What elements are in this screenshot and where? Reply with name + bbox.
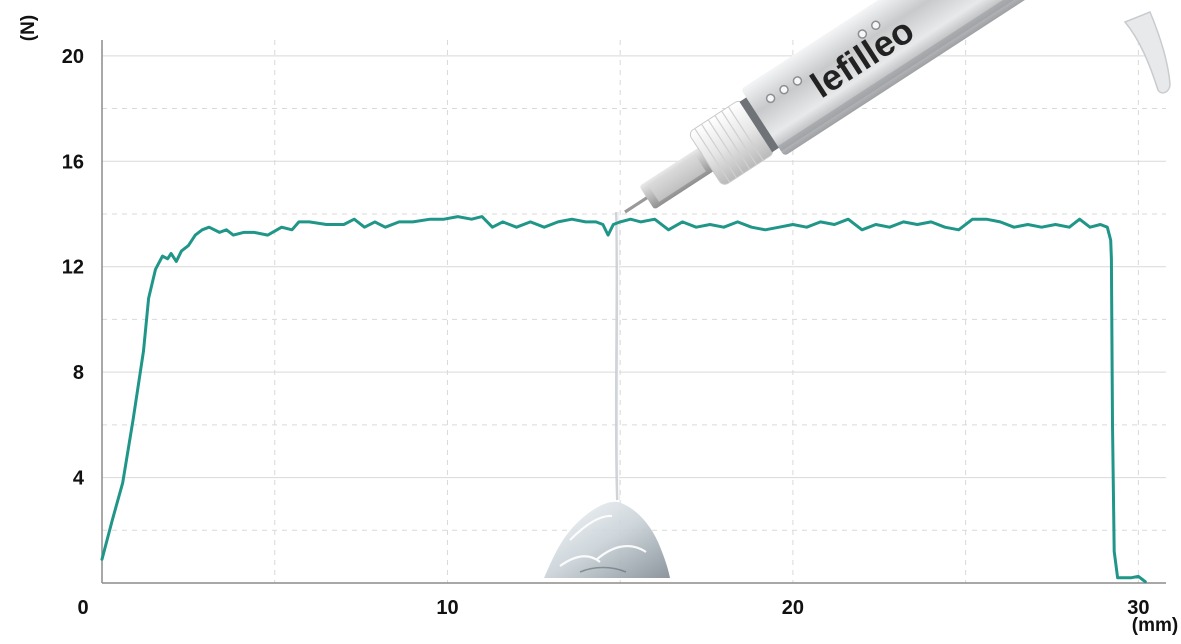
x-tick-label: 0 <box>77 597 88 619</box>
gel-drop <box>544 211 670 578</box>
x-tick-label: 10 <box>436 597 458 619</box>
x-tick-label: 30 <box>1127 597 1149 619</box>
series-line-0 <box>100 215 1147 584</box>
y-tick-label: 20 <box>62 46 84 68</box>
y-tick-label: 16 <box>62 151 84 173</box>
y-tick-label: 4 <box>73 468 85 490</box>
y-axis-unit-label: (N) <box>18 15 39 41</box>
x-axis-unit-label: (mm) <box>1132 615 1178 636</box>
syringe-finger-flange <box>1123 11 1171 94</box>
y-tick-label: 12 <box>62 257 84 279</box>
x-tick-label: 20 <box>782 597 804 619</box>
y-tick-label: 8 <box>73 362 84 384</box>
tick-labels: 4 8 12 16 20 0 10 20 30 <box>62 46 1150 619</box>
axes <box>101 40 1166 584</box>
grid-lines <box>102 40 1166 583</box>
syringe-barrel <box>742 0 1068 155</box>
needle <box>624 195 650 214</box>
syringe: lefilleo <box>624 0 1068 214</box>
syringe-illustration: lefilleo <box>544 0 1171 578</box>
series-layer <box>100 215 1147 584</box>
